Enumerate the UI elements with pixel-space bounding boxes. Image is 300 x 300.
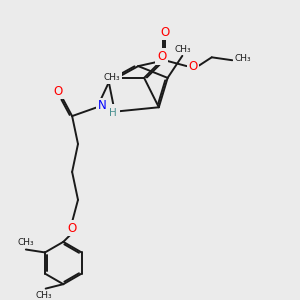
Text: H: H (110, 108, 117, 118)
Text: O: O (189, 60, 198, 73)
Text: CH₃: CH₃ (18, 238, 34, 247)
Text: O: O (68, 222, 77, 235)
Text: O: O (160, 26, 169, 39)
Text: N: N (98, 99, 107, 112)
Text: S: S (111, 105, 118, 118)
Text: CH₃: CH₃ (103, 74, 120, 82)
Text: O: O (157, 50, 167, 63)
Text: O: O (54, 85, 63, 98)
Text: CH₃: CH₃ (36, 291, 52, 300)
Text: CH₃: CH₃ (234, 54, 251, 63)
Text: CH₃: CH₃ (175, 45, 191, 54)
